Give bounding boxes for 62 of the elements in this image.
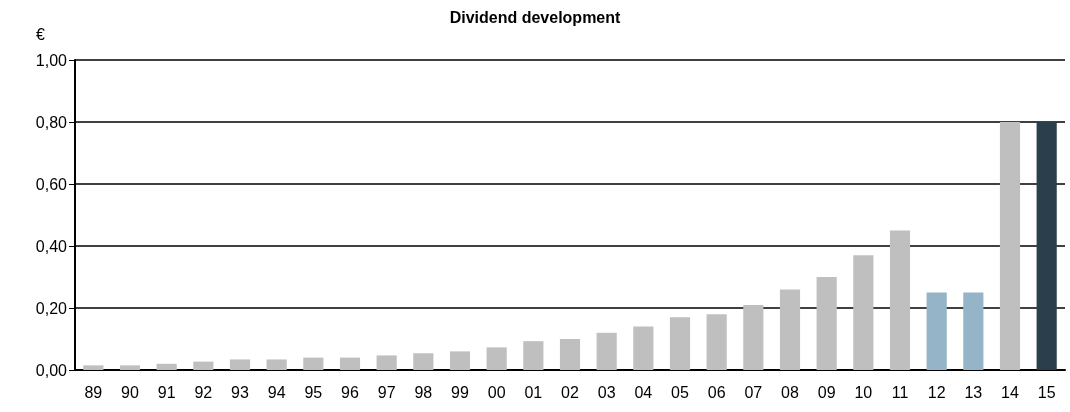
bar xyxy=(926,292,947,370)
y-tick-label: 0,80 xyxy=(35,113,68,131)
x-tick-label: 10 xyxy=(854,383,873,401)
bar xyxy=(596,332,617,370)
bar xyxy=(266,359,287,370)
x-tick-label: 07 xyxy=(744,383,763,401)
x-tick-label: 04 xyxy=(634,383,653,401)
x-tick-label: 12 xyxy=(927,383,946,401)
bar xyxy=(486,347,507,370)
bar xyxy=(889,230,911,370)
bar xyxy=(339,357,361,370)
x-tick-label: 05 xyxy=(671,383,689,401)
bar xyxy=(156,363,177,370)
x-tick-label: 09 xyxy=(817,383,836,401)
x-tick-label: 89 xyxy=(84,383,103,401)
chart-title: Dividend development xyxy=(449,8,622,26)
x-tick-label: 13 xyxy=(964,383,983,401)
x-tick-label: 99 xyxy=(451,383,469,401)
bar xyxy=(449,351,471,370)
bar xyxy=(523,341,544,370)
x-tick-label: 08 xyxy=(781,383,799,401)
bar xyxy=(229,359,251,370)
bar xyxy=(706,314,727,370)
y-axis-title: € xyxy=(36,25,46,43)
bar xyxy=(193,361,214,370)
bar xyxy=(779,289,801,370)
bar xyxy=(559,339,581,370)
bar xyxy=(853,255,874,370)
x-tick-label: 92 xyxy=(194,383,213,401)
bar xyxy=(1036,122,1057,370)
x-tick-label: 98 xyxy=(414,383,433,401)
y-tick-label: 0,40 xyxy=(35,237,68,255)
x-tick-label: 03 xyxy=(597,383,616,401)
y-tick-label: 1,00 xyxy=(35,51,68,69)
x-tick-label: 15 xyxy=(1037,383,1056,401)
x-tick-label: 06 xyxy=(707,383,726,401)
bar xyxy=(743,304,764,370)
x-tick-label: 11 xyxy=(891,383,909,401)
x-tick-label: 97 xyxy=(377,383,396,401)
bar xyxy=(963,292,984,370)
bar xyxy=(303,357,324,370)
bar xyxy=(999,122,1021,370)
y-tick-label: 0,20 xyxy=(35,299,68,317)
x-tick-label: 01 xyxy=(524,383,543,401)
x-tick-label: 94 xyxy=(267,383,286,401)
x-tick-label: 02 xyxy=(561,383,579,401)
x-tick-label: 91 xyxy=(157,383,176,401)
x-tick-label: 93 xyxy=(231,383,249,401)
bar xyxy=(413,353,434,370)
y-tick-label: 0,00 xyxy=(35,361,68,379)
bar xyxy=(119,365,141,370)
x-tick-label: 96 xyxy=(341,383,359,401)
x-tick-label: 00 xyxy=(487,383,506,401)
bar xyxy=(669,317,691,370)
x-tick-label: 90 xyxy=(121,383,139,401)
bar xyxy=(376,355,397,370)
x-tick-label: 14 xyxy=(1001,383,1019,401)
bar xyxy=(83,365,104,370)
bar xyxy=(816,277,837,370)
bar xyxy=(633,326,654,370)
x-tick-label: 95 xyxy=(304,383,323,401)
y-tick-label: 0,60 xyxy=(35,175,68,193)
